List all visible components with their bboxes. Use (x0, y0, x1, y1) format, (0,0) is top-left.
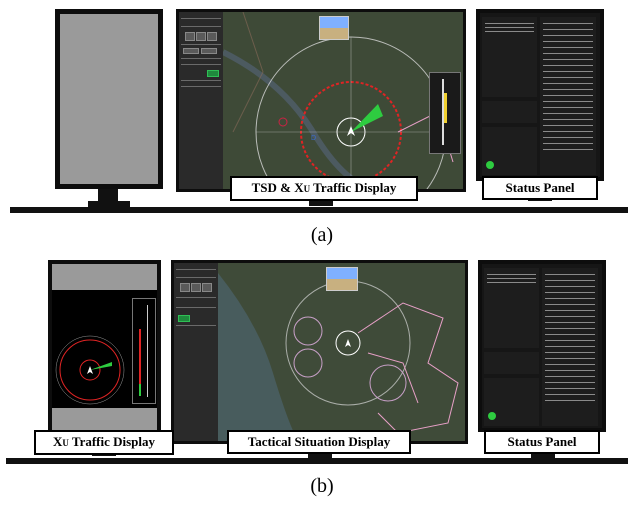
tsd-screen-a: D (179, 12, 463, 189)
blank-monitor-screen (60, 14, 158, 184)
desk-bar-b (6, 458, 628, 464)
attitude-indicator-icon (319, 16, 349, 40)
label-tactical-situation-display: Tactical Situation Display (227, 430, 411, 454)
svg-text:D: D (311, 135, 316, 142)
sidebar-button[interactable] (185, 32, 195, 41)
xu-monitor-b (48, 260, 161, 436)
sidebar-toggle[interactable] (207, 70, 219, 77)
xu-screen-b (52, 264, 157, 432)
tactical-sidebar-b (174, 263, 218, 441)
caption-a: (a) (310, 224, 334, 246)
sidebar-toggle[interactable] (178, 315, 190, 322)
status-screen-b (482, 264, 602, 428)
desk-bar-a (10, 207, 628, 213)
tactical-monitor-b (171, 260, 468, 444)
sidebar-button[interactable] (196, 32, 206, 41)
tactical-screen-b (174, 263, 465, 441)
status-list-a (540, 17, 596, 175)
label-tsd-xu-traffic-display: TSD & XU Traffic Display (230, 176, 418, 201)
status-indicator-icon (486, 161, 494, 169)
traffic-wedge-icon (90, 362, 112, 370)
caption-b: (b) (310, 475, 334, 497)
traffic-wedge-icon (351, 104, 383, 132)
label-xu-traffic-display: XU Traffic Display (34, 430, 174, 455)
attitude-indicator-icon (326, 267, 358, 291)
status-monitor-b (478, 260, 606, 432)
status-screen-a (480, 13, 600, 177)
ownship-icon (345, 339, 351, 347)
ownship-icon (347, 126, 355, 136)
blank-monitor-stand (98, 189, 118, 203)
sidebar-button[interactable] (183, 48, 199, 54)
vertical-tape-a (429, 72, 461, 154)
tsd-monitor-a: D (176, 9, 466, 192)
blank-monitor-foot (88, 201, 130, 209)
status-monitor-a (476, 9, 604, 181)
xu-tape-b (132, 298, 156, 404)
ownship-icon (87, 366, 93, 374)
status-list-b (542, 268, 598, 426)
label-status-panel-a: Status Panel (482, 176, 598, 200)
label-status-panel-b: Status Panel (484, 430, 600, 454)
sidebar-button[interactable] (201, 48, 217, 54)
sidebar-button[interactable] (207, 32, 217, 41)
tsd-sidebar-a (179, 12, 223, 189)
xu-traffic-scope-b[interactable] (52, 290, 128, 408)
tactical-map-b[interactable] (218, 263, 465, 441)
blank-monitor-a (55, 9, 163, 189)
sidebar-button[interactable] (202, 283, 212, 292)
tsd-map-a[interactable]: D (223, 12, 463, 189)
sidebar-button[interactable] (180, 283, 190, 292)
sidebar-button[interactable] (191, 283, 201, 292)
status-indicator-icon (488, 412, 496, 420)
